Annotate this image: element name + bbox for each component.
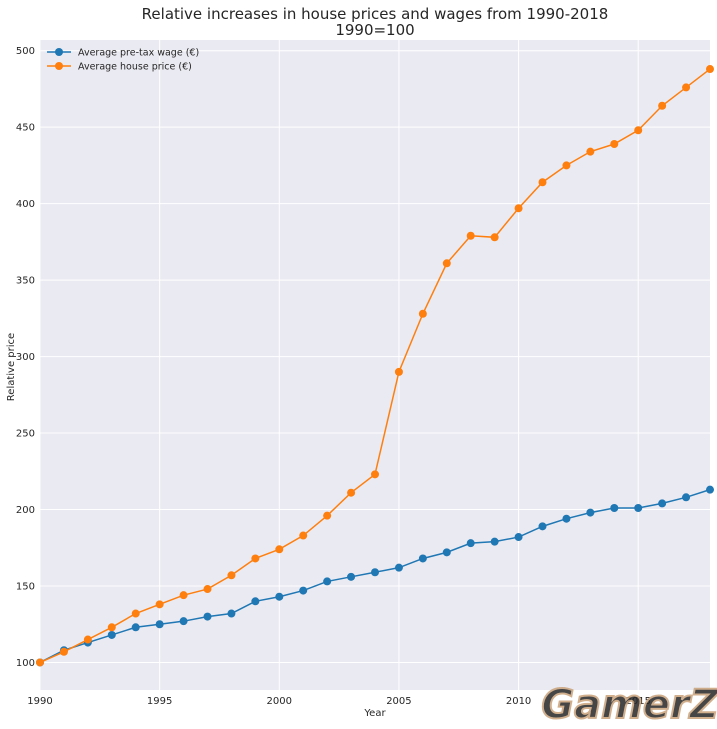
data-point xyxy=(227,571,236,580)
data-point xyxy=(275,545,284,554)
data-point xyxy=(131,609,140,618)
data-point xyxy=(418,309,427,318)
data-point xyxy=(418,554,427,563)
chart-title: Relative increases in house prices and w… xyxy=(142,5,609,23)
data-point xyxy=(538,522,547,531)
data-point xyxy=(371,470,379,479)
series-2 xyxy=(36,65,714,667)
data-point xyxy=(179,617,188,626)
data-point xyxy=(706,65,714,74)
x-tick-label: 2005 xyxy=(386,696,411,707)
data-point xyxy=(323,577,332,586)
data-point xyxy=(466,231,475,240)
y-tick-label: 100 xyxy=(16,658,35,669)
data-point xyxy=(610,140,619,148)
data-point xyxy=(586,508,595,517)
data-point xyxy=(179,591,188,600)
data-point xyxy=(490,537,499,546)
data-point xyxy=(514,533,523,542)
data-point xyxy=(275,592,284,601)
x-tick-label: 1995 xyxy=(147,696,172,707)
data-point xyxy=(203,585,212,594)
y-tick-label: 250 xyxy=(16,429,35,440)
chart-subtitle: 1990=100 xyxy=(335,21,414,39)
data-point xyxy=(36,658,44,667)
data-point xyxy=(83,635,92,644)
data-point xyxy=(107,630,116,639)
y-tick-label: 400 xyxy=(16,199,35,210)
data-point xyxy=(610,504,619,512)
data-point xyxy=(59,647,68,656)
data-point xyxy=(227,609,236,618)
x-tick-label: 1990 xyxy=(27,696,52,707)
data-point xyxy=(682,493,691,502)
data-point xyxy=(658,499,667,508)
series-layer xyxy=(36,65,714,667)
data-point xyxy=(442,548,451,557)
y-axis-label: Relative price xyxy=(6,333,17,401)
data-point xyxy=(323,511,332,520)
data-point xyxy=(586,147,595,156)
data-point xyxy=(562,161,571,170)
data-point xyxy=(155,600,164,609)
data-point xyxy=(107,623,116,632)
data-point xyxy=(442,259,451,268)
y-tick-label: 300 xyxy=(16,352,35,363)
y-tick-label: 450 xyxy=(16,123,35,134)
data-point xyxy=(538,178,547,187)
y-tick-label: 150 xyxy=(16,582,35,593)
plot-area xyxy=(40,40,710,690)
x-axis-label: Year xyxy=(363,708,386,719)
data-point xyxy=(347,572,356,581)
y-tick-label: 350 xyxy=(16,276,35,287)
data-point xyxy=(371,568,379,577)
data-point xyxy=(634,126,643,135)
legend-marker xyxy=(55,62,63,70)
data-point xyxy=(466,539,475,548)
data-point xyxy=(251,597,260,606)
watermark-logo: GamerZ xyxy=(541,682,717,725)
data-point xyxy=(251,554,260,563)
x-tick-label: 2000 xyxy=(267,696,292,707)
data-point xyxy=(299,586,308,595)
data-point xyxy=(658,101,667,110)
data-point xyxy=(203,612,212,621)
tick-labels: 1990 1995 2000 2005 2010 2015 100 150 200 250 300 3… xyxy=(16,46,651,707)
data-point xyxy=(394,367,403,376)
legend-marker xyxy=(55,48,63,56)
legend-label: Average pre-tax wage (€) xyxy=(78,48,199,59)
data-point xyxy=(347,488,356,497)
legend-label: Average house price (€) xyxy=(78,62,192,73)
legend: Average pre-tax wage (€) Average house pr… xyxy=(47,48,199,73)
data-point xyxy=(706,485,714,494)
x-tick-label: 2015 xyxy=(625,696,650,707)
x-tick-label: 2010 xyxy=(506,696,531,707)
data-point xyxy=(562,514,571,523)
grid-lines xyxy=(39,40,710,690)
data-point xyxy=(131,623,140,632)
data-point xyxy=(514,204,523,213)
data-point xyxy=(634,504,643,512)
y-tick-label: 500 xyxy=(16,46,35,57)
data-point xyxy=(682,83,691,92)
data-point xyxy=(490,233,499,242)
series-1 xyxy=(36,485,714,667)
data-point xyxy=(299,531,308,540)
y-tick-label: 200 xyxy=(16,505,35,516)
data-point xyxy=(155,620,164,629)
data-point xyxy=(394,563,403,572)
